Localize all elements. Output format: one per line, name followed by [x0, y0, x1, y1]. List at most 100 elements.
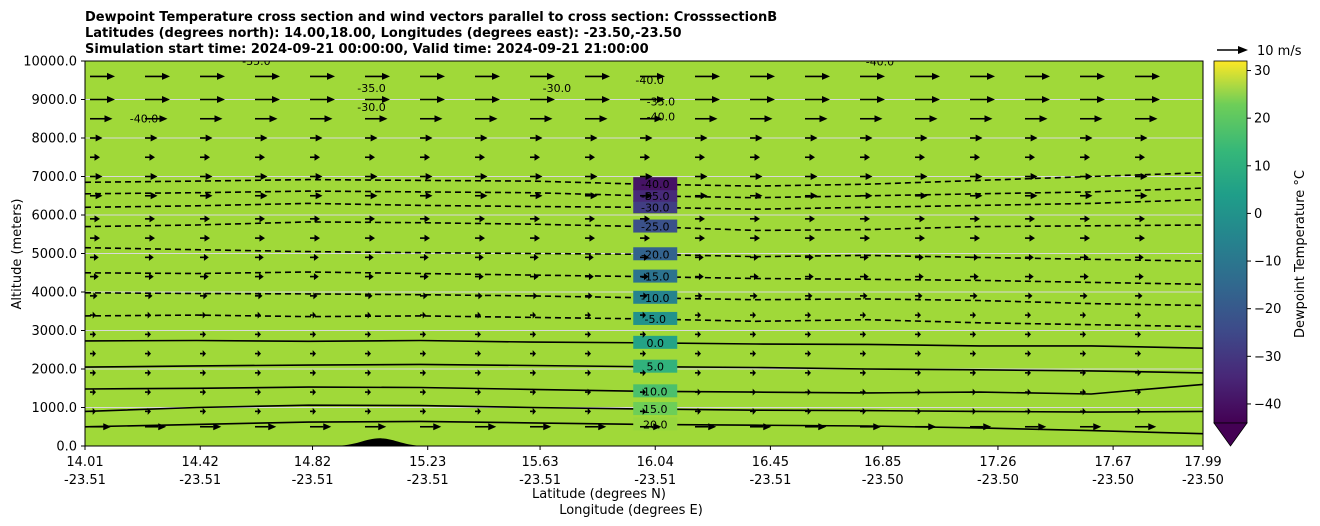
wind-vector	[1025, 388, 1031, 396]
wind-vector	[200, 192, 213, 200]
wind-vector	[750, 153, 760, 161]
colorbar-tick-label: 30	[1254, 64, 1271, 79]
upper-contour-label: -40.0	[130, 113, 158, 126]
wind-vector	[1135, 173, 1148, 180]
wind-vector	[310, 369, 316, 377]
wind-vector	[695, 115, 718, 123]
wind-vector	[860, 173, 873, 180]
wind-vector	[750, 273, 759, 281]
upper-contour-label: -40.0	[866, 56, 894, 69]
wind-vector	[530, 215, 540, 223]
wind-vector	[915, 311, 921, 319]
wind-vector	[805, 215, 815, 223]
wind-vector	[695, 350, 701, 358]
x-tick-label-lon: -23.51	[749, 473, 791, 488]
wind-vector	[860, 134, 873, 142]
wind-vector	[145, 173, 158, 180]
wind-vector	[1135, 292, 1143, 300]
wind-vector	[420, 72, 445, 80]
wind-vector	[585, 388, 591, 396]
wind-vector	[365, 253, 374, 261]
wind-vector	[255, 407, 261, 415]
quiver-key-label: 10 m/s	[1257, 44, 1302, 59]
wind-vector	[420, 369, 426, 377]
wind-vector	[970, 153, 980, 161]
wind-vector	[970, 234, 980, 242]
wind-vector	[750, 292, 758, 300]
wind-vector	[695, 292, 703, 300]
wind-vector	[530, 153, 540, 161]
wind-vector	[1080, 153, 1090, 161]
wind-vector	[145, 311, 151, 319]
x-tick-label-lon: -23.51	[407, 473, 449, 488]
y-tick-label: 0.0	[56, 440, 77, 455]
wind-vector	[1025, 153, 1035, 161]
wind-vector	[145, 407, 151, 415]
wind-vector	[310, 115, 333, 123]
wind-vector	[255, 423, 277, 431]
wind-vector	[420, 173, 433, 180]
wind-vector	[1080, 369, 1086, 377]
wind-vector	[475, 311, 481, 319]
wind-vector	[750, 330, 756, 338]
wind-vector	[915, 234, 925, 242]
wind-vector	[145, 153, 155, 161]
wind-vector	[970, 407, 976, 415]
wind-vector	[530, 96, 555, 103]
wind-vector	[860, 330, 866, 338]
wind-vector	[585, 115, 608, 123]
wind-vector	[695, 153, 705, 161]
wind-vector	[640, 292, 648, 300]
wind-vector	[255, 311, 261, 319]
wind-vector	[750, 369, 756, 377]
wind-vector	[915, 369, 921, 377]
wind-vector	[365, 292, 373, 300]
wind-vector	[1135, 72, 1160, 80]
contour-label: -10.0	[641, 292, 669, 305]
x-tick-label-lat: 16.85	[864, 455, 901, 470]
contour-lines: 20.015.010.05.00.0-5.0-10.0-15.0-20.0-25…	[85, 171, 1203, 435]
wind-vector	[365, 330, 371, 338]
wind-vector	[640, 388, 646, 396]
wind-vector	[695, 273, 704, 281]
wind-vector	[585, 330, 591, 338]
wind-vector	[585, 407, 591, 415]
wind-vector	[970, 388, 976, 396]
x-tick-label-lat: 17.26	[979, 455, 1016, 470]
wind-vector	[640, 134, 653, 142]
wind-vector	[255, 153, 265, 161]
wind-vector	[585, 292, 593, 300]
wind-vector	[200, 253, 209, 261]
contour-label: 15.0	[643, 403, 668, 416]
wind-vector	[1080, 253, 1089, 261]
wind-vector	[200, 369, 206, 377]
wind-vector	[1025, 423, 1047, 431]
wind-vector	[860, 292, 868, 300]
wind-vectors	[90, 72, 1160, 431]
wind-vector	[640, 330, 646, 338]
wind-vector	[1135, 311, 1141, 319]
wind-vector	[200, 115, 223, 123]
wind-vector	[420, 423, 442, 431]
wind-vector	[145, 350, 151, 358]
wind-vector	[1080, 215, 1090, 223]
wind-vector	[1135, 273, 1144, 281]
wind-vector	[310, 234, 320, 242]
wind-vector	[640, 153, 650, 161]
wind-vector	[805, 292, 813, 300]
wind-vector	[750, 96, 775, 103]
wind-vector	[585, 134, 598, 142]
wind-vector	[365, 72, 390, 80]
y-tick-label: 4000.0	[32, 286, 78, 301]
wind-vector	[1025, 173, 1038, 180]
wind-vector	[805, 350, 811, 358]
wind-vector	[475, 330, 481, 338]
wind-vector	[1025, 134, 1038, 142]
wind-vector	[695, 192, 708, 200]
wind-vector	[530, 423, 552, 431]
contour-line	[85, 221, 1203, 232]
wind-vector	[1080, 72, 1105, 80]
upper-contour-label: -40.0	[647, 111, 675, 124]
contour-line	[85, 292, 1203, 307]
